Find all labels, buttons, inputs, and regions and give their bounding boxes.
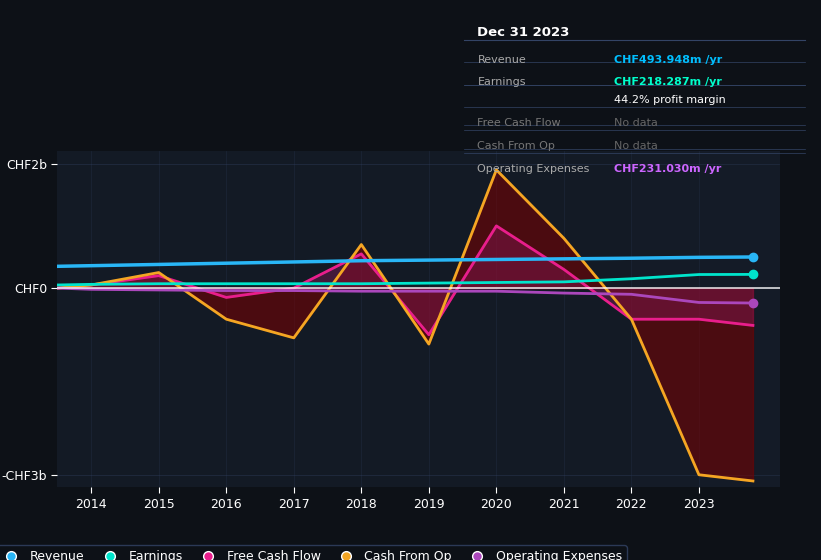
Legend: Revenue, Earnings, Free Cash Flow, Cash From Op, Operating Expenses: Revenue, Earnings, Free Cash Flow, Cash … xyxy=(0,545,626,560)
Text: Revenue: Revenue xyxy=(478,55,526,66)
Text: Operating Expenses: Operating Expenses xyxy=(478,164,589,174)
Text: Cash From Op: Cash From Op xyxy=(478,141,555,151)
Text: CHF218.287m /yr: CHF218.287m /yr xyxy=(614,77,722,87)
Text: 44.2% profit margin: 44.2% profit margin xyxy=(614,95,726,105)
Text: No data: No data xyxy=(614,141,658,151)
Text: No data: No data xyxy=(614,118,658,128)
Text: Free Cash Flow: Free Cash Flow xyxy=(478,118,561,128)
Text: CHF231.030m /yr: CHF231.030m /yr xyxy=(614,164,721,174)
Text: Earnings: Earnings xyxy=(478,77,526,87)
Bar xyxy=(631,151,780,487)
Text: CHF493.948m /yr: CHF493.948m /yr xyxy=(614,55,722,66)
Text: Dec 31 2023: Dec 31 2023 xyxy=(478,26,570,39)
